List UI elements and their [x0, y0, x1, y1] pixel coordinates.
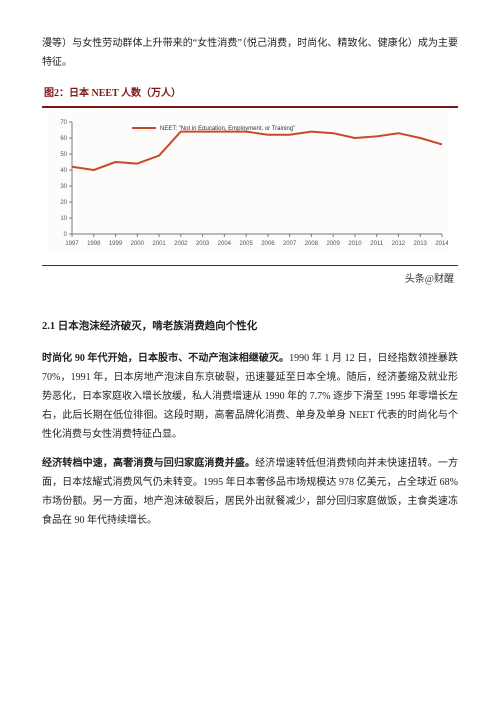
svg-text:2007: 2007: [283, 241, 297, 247]
svg-text:2010: 2010: [348, 241, 362, 247]
svg-text:2005: 2005: [239, 241, 253, 247]
svg-text:2008: 2008: [305, 241, 319, 247]
source-attribution: 头条@财醒: [42, 270, 454, 289]
svg-text:60: 60: [60, 136, 67, 142]
paragraph-1: 时尚化 90 年代开始，日本股市、不动产泡沫相继破灭。1990 年 1 月 12…: [42, 349, 458, 444]
svg-text:2011: 2011: [370, 241, 384, 247]
svg-text:2000: 2000: [131, 241, 145, 247]
svg-text:2013: 2013: [414, 241, 428, 247]
section-heading: 2.1 日本泡沫经济破灭，啃老族消费趋向个性化: [42, 317, 458, 337]
svg-text:NEET: "Not in Education, Emplo: NEET: "Not in Education, Employment, or …: [160, 126, 295, 132]
svg-text:1999: 1999: [109, 241, 123, 247]
line-chart: 0102030405060701997199819992000200120022…: [48, 112, 448, 252]
svg-text:1998: 1998: [87, 241, 101, 247]
svg-text:2006: 2006: [261, 241, 275, 247]
svg-text:30: 30: [60, 184, 67, 190]
svg-text:50: 50: [60, 152, 67, 158]
svg-text:2004: 2004: [218, 241, 232, 247]
paragraph-2: 经济转档中速，高奢消费与回归家庭消费并盛。经济增速转低但消费倾向并未快速扭转。一…: [42, 454, 458, 530]
figure-title: 图2：日本 NEET 人数（万人）: [42, 82, 458, 108]
para1-lead-bold: 时尚化 90 年代开始，日本股市、不动产泡沫相继破灭。: [42, 353, 289, 364]
svg-text:70: 70: [60, 120, 67, 126]
document-page: 漫等）与女性劳动群体上升带来的“女性消费”（悦己消费，时尚化、精致化、健康化）成…: [0, 0, 500, 560]
svg-text:40: 40: [60, 168, 67, 174]
svg-text:2001: 2001: [152, 241, 166, 247]
para2-lead-bold: 经济转档中速，高奢消费与回归家庭消费并盛。: [42, 458, 255, 469]
svg-text:2014: 2014: [435, 241, 448, 247]
chart-container: 0102030405060701997199819992000200120022…: [42, 108, 458, 266]
svg-text:1997: 1997: [65, 241, 79, 247]
svg-text:2003: 2003: [196, 241, 210, 247]
lead-paragraph: 漫等）与女性劳动群体上升带来的“女性消费”（悦己消费，时尚化、精致化、健康化）成…: [42, 34, 458, 72]
svg-text:10: 10: [60, 216, 67, 222]
svg-text:2002: 2002: [174, 241, 188, 247]
svg-text:20: 20: [60, 200, 67, 206]
para1-body: 1990 年 1 月 12 日，日经指数领挫暴跌 70%，1991 年，日本房地…: [42, 353, 458, 440]
svg-text:2009: 2009: [326, 241, 340, 247]
svg-text:2012: 2012: [392, 241, 406, 247]
